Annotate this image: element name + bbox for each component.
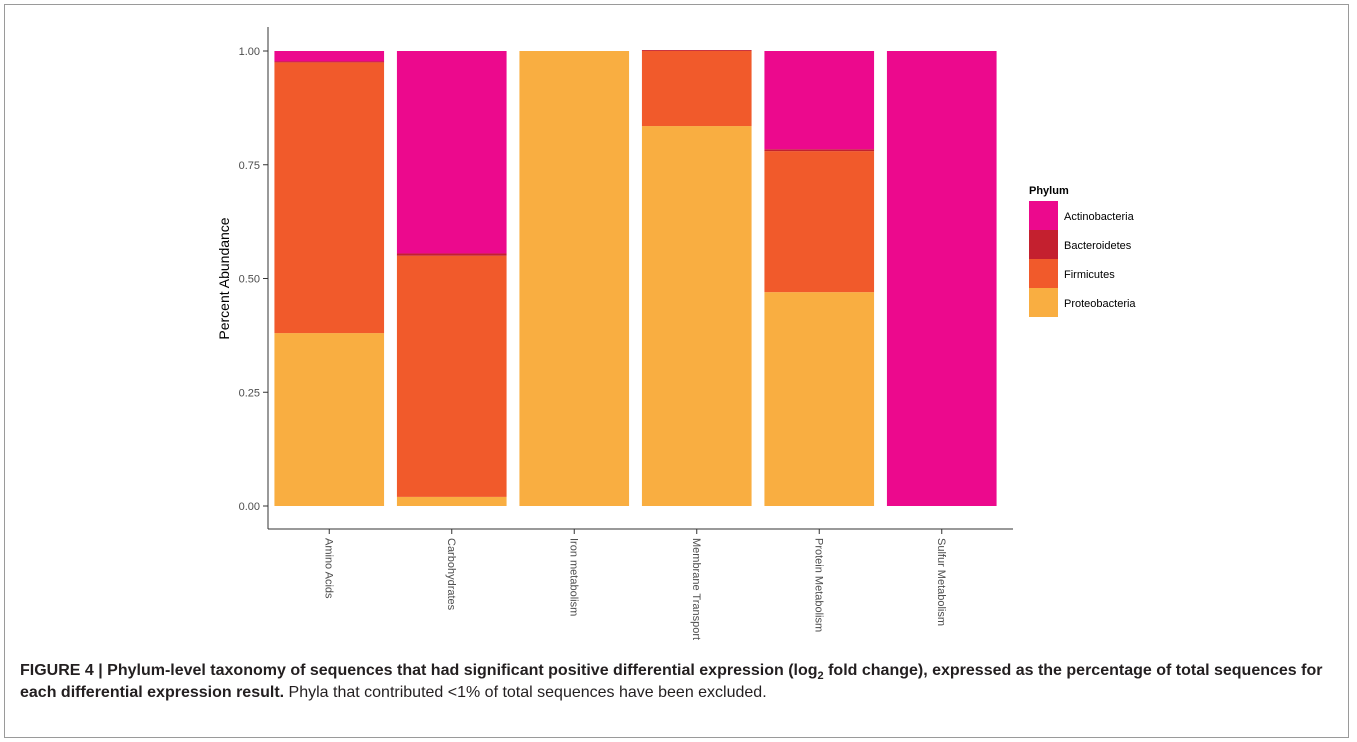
bar-sulfur-metabolism-actinobacteria: [886, 51, 997, 506]
legend-swatch-proteobacteria: [1029, 288, 1058, 317]
bar-amino-acids-actinobacteria: [274, 51, 385, 62]
legend-label-firmicutes: Firmicutes: [1064, 269, 1115, 281]
legend-label-proteobacteria: Proteobacteria: [1064, 298, 1136, 310]
bar-protein-metabolism-firmicutes: [764, 151, 875, 293]
x-tick-label-carbohydrates: Carbohydrates: [445, 538, 457, 611]
bar-iron-metabolism-proteobacteria: [519, 51, 630, 506]
legend-label-actinobacteria: Actinobacteria: [1064, 211, 1135, 223]
axes-group: 0.00 0.25 0.50 0.75 1.00 Percent Abundance Ami…: [216, 27, 1013, 640]
legend-swatch-firmicutes: [1029, 259, 1058, 288]
legend-title: Phylum: [1029, 185, 1069, 197]
legend-group: Phylum Actinobacteria Bacteroidetes Firmicu…: [1029, 185, 1136, 317]
caption-subscript: 2: [817, 670, 824, 683]
bar-amino-acids-bacteroidetes: [274, 61, 385, 63]
bar-carbohydrates-bacteroidetes: [396, 253, 507, 256]
x-tick-label-membrane-transport: Membrane Transport: [690, 538, 702, 640]
y-tick-label: 1.00: [239, 46, 260, 58]
stacked-bar-chart: 0.00 0.25 0.50 0.75 1.00 Percent Abundance Ami…: [216, 27, 1136, 640]
bar-membrane-transport-firmicutes: [641, 51, 752, 127]
figure-caption: FIGURE 4 | Phylum-level taxonomy of sequ…: [20, 660, 1340, 704]
bars-group: [274, 50, 997, 506]
bar-amino-acids-proteobacteria: [274, 333, 385, 506]
x-tick-label-protein-metabolism: Protein Metabolism: [812, 538, 824, 632]
bar-protein-metabolism-bacteroidetes: [764, 149, 875, 152]
y-tick-label: 0.00: [239, 501, 260, 513]
bar-protein-metabolism-actinobacteria: [764, 51, 875, 150]
x-tick-label-amino-acids: Amino Acids: [322, 538, 334, 599]
chart-area: 0.00 0.25 0.50 0.75 1.00 Percent Abundance Ami…: [216, 27, 1136, 640]
y-tick-label: 0.50: [239, 274, 260, 286]
legend-label-bacteroidetes: Bacteroidetes: [1064, 240, 1132, 252]
bar-membrane-transport-proteobacteria: [641, 126, 752, 506]
bar-protein-metabolism-proteobacteria: [764, 292, 875, 506]
bar-carbohydrates-actinobacteria: [396, 51, 507, 254]
legend-swatch-actinobacteria: [1029, 201, 1058, 230]
caption-normal: Phyla that contributed <1% of total sequ…: [284, 684, 767, 701]
caption-bold-2: fold change), expressed as the percentag…: [20, 662, 1323, 701]
figure-frame: [4, 4, 1349, 738]
y-tick-label: 0.25: [239, 387, 260, 399]
legend-swatch-bacteroidetes: [1029, 230, 1058, 259]
bar-carbohydrates-firmicutes: [396, 255, 507, 497]
bar-membrane-transport-bacteroidetes: [641, 50, 752, 51]
y-tick-label: 0.75: [239, 160, 260, 172]
x-tick-label-sulfur-metabolism: Sulfur Metabolism: [935, 538, 947, 626]
bar-carbohydrates-proteobacteria: [396, 496, 507, 506]
y-axis-title: Percent Abundance: [216, 217, 232, 339]
x-tick-label-iron-metabolism: Iron metabolism: [567, 538, 579, 616]
caption-bold-1: FIGURE 4 | Phylum-level taxonomy of sequ…: [20, 662, 818, 679]
bar-amino-acids-firmicutes: [274, 62, 385, 334]
